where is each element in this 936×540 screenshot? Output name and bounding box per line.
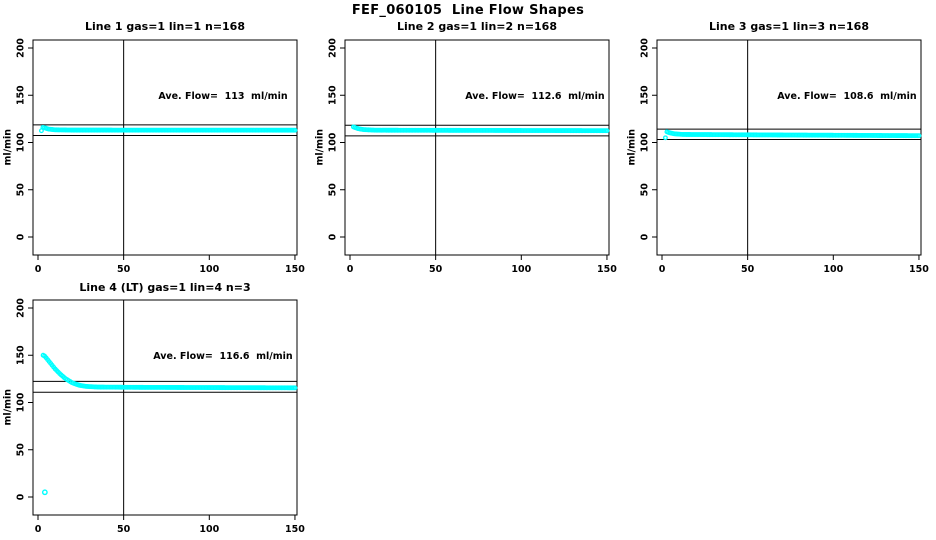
x-tick-label: 150 [597,264,617,275]
y-tick-label: 100 [16,392,27,412]
y-tick-label: 200 [16,298,27,318]
x-tick-label: 50 [117,264,131,275]
x-tick-label: 100 [199,264,219,275]
subplot-2-chart: 0 50 100 150 0 50 100 150 200 ml/min [315,38,618,275]
subplot-1-title: Line 1 gas=1 lin=1 n=168 [84,20,245,33]
y-axis-ticks: 0 50 100 150 200 [328,38,345,240]
subplot-2-ave-flow-label: Ave. Flow= 112.6 ml/min [465,91,605,102]
plot-box [32,39,298,256]
y-tick-label: 50 [16,183,27,197]
y-axis-ticks: 0 50 100 150 200 [640,38,657,240]
reference-hlines [657,128,921,140]
reference-hlines [33,380,297,393]
y-tick-label: 100 [640,132,651,152]
x-tick-label: 150 [285,524,305,535]
x-axis-ticks: 0 50 100 150 [347,255,617,275]
x-axis-ticks: 0 50 100 150 [35,255,305,275]
x-tick-label: 50 [741,264,755,275]
subplot-2-title: Line 2 gas=1 lin=2 n=168 [396,20,557,33]
y-tick-label: 200 [16,38,27,58]
y-tick-label: 50 [640,183,651,197]
x-tick-label: 50 [429,264,443,275]
x-tick-label: 0 [659,264,666,275]
y-tick-label: 0 [16,493,27,500]
y-tick-label: 150 [328,85,339,105]
y-axis-label: ml/min [3,389,14,426]
x-tick-label: 100 [199,524,219,535]
subplot-1-chart: 0 50 100 150 0 50 100 150 200 ml/min [3,38,306,275]
x-tick-label: 150 [285,264,305,275]
data-points [662,129,922,141]
y-tick-label: 0 [328,233,339,240]
subplot-4-chart: 0 50 100 150 0 50 100 150 200 ml/min [3,298,306,535]
y-axis-label: ml/min [627,129,638,166]
y-axis-label: ml/min [315,129,326,166]
x-tick-label: 0 [35,524,42,535]
plot-box [344,39,610,256]
y-tick-label: 200 [328,38,339,58]
x-tick-label: 0 [35,264,42,275]
y-axis-ticks: 0 50 100 150 200 [16,298,33,500]
subplot-3-ave-flow-label: Ave. Flow= 108.6 ml/min [777,91,917,102]
subplot-3-title: Line 3 gas=1 lin=3 n=168 [708,20,869,33]
x-axis-ticks: 0 50 100 150 [35,515,305,535]
subplot-3-chart: 0 50 100 150 0 50 100 150 200 ml/min [627,38,930,275]
y-tick-label: 0 [16,233,27,240]
plot-box [656,39,922,256]
y-tick-label: 50 [328,183,339,197]
x-tick-label: 150 [909,264,929,275]
y-axis-label: ml/min [3,129,14,166]
y-tick-label: 200 [640,38,651,58]
y-tick-label: 100 [16,132,27,152]
plot-box [32,299,298,516]
y-tick-label: 0 [640,233,651,240]
data-points [350,124,610,134]
subplot-4-ave-flow-label: Ave. Flow= 116.6 ml/min [153,351,293,362]
figure-title: FEF_060105 Line Flow Shapes [351,3,585,18]
y-axis-ticks: 0 50 100 150 200 [16,38,33,240]
x-tick-label: 100 [511,264,531,275]
reference-hlines [345,124,609,137]
subplot-1-ave-flow-label: Ave. Flow= 113 ml/min [158,91,288,102]
reference-hlines [33,124,297,137]
y-tick-label: 50 [16,443,27,457]
data-points [40,352,298,496]
subplot-4-title: Line 4 (LT) gas=1 lin=4 n=3 [79,281,251,294]
y-tick-label: 150 [16,345,27,365]
data-points [38,124,298,134]
y-tick-label: 150 [16,85,27,105]
x-tick-label: 50 [117,524,131,535]
x-tick-label: 100 [823,264,843,275]
outlier-point [41,489,48,496]
y-tick-label: 100 [328,132,339,152]
x-axis-ticks: 0 50 100 150 [659,255,929,275]
x-tick-label: 0 [347,264,354,275]
y-tick-label: 150 [640,85,651,105]
